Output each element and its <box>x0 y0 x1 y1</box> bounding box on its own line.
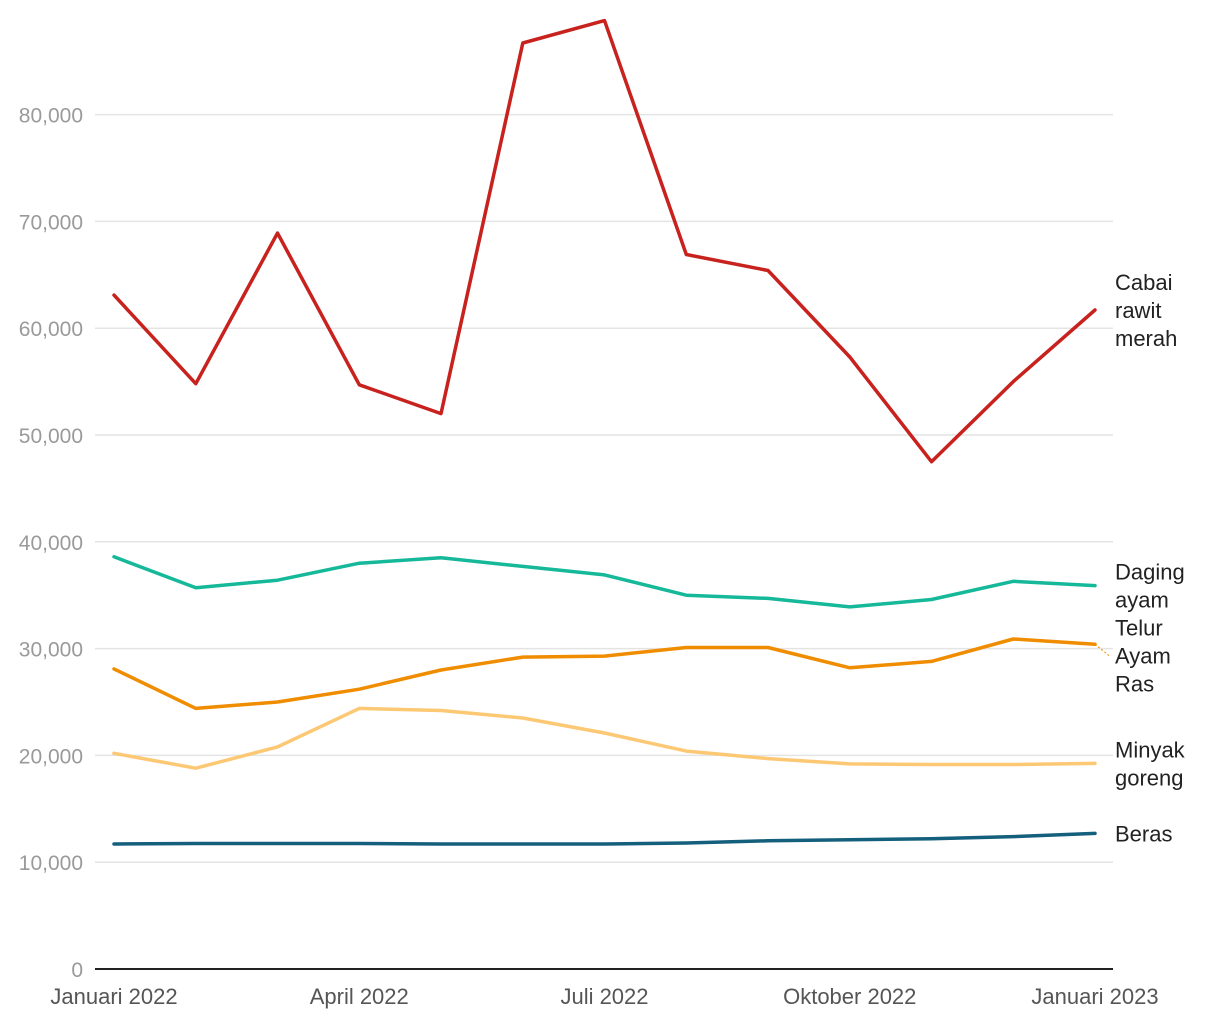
x-tick-label: Oktober 2022 <box>783 984 916 1009</box>
series-label: Telur Ayam Ras <box>1115 616 1171 697</box>
x-tick-label: Juli 2022 <box>560 984 648 1009</box>
series-line-beras <box>112 831 1097 846</box>
y-tick-label: 70,000 <box>19 211 83 234</box>
y-tick-label: 60,000 <box>19 318 83 341</box>
y-tick-label: 50,000 <box>19 425 83 448</box>
x-tick-label: Januari 2022 <box>50 984 177 1009</box>
series-line-daging-ayam <box>112 555 1097 609</box>
y-tick-label: 0 <box>71 959 83 982</box>
series-label: Minyak goreng <box>1115 737 1186 790</box>
series-label: Beras <box>1115 821 1172 846</box>
series-line-minyak-goreng <box>112 706 1097 770</box>
y-tick-label: 30,000 <box>19 639 83 662</box>
series-label: Cabai rawit merah <box>1115 270 1177 351</box>
series-line-cabai-rawit-merah <box>112 18 1097 464</box>
gridlines <box>95 113 1113 863</box>
x-tick-label: April 2022 <box>310 984 409 1009</box>
y-tick-label: 20,000 <box>19 745 83 768</box>
y-tick-label: 80,000 <box>19 105 83 128</box>
x-tick-label: Januari 2023 <box>1031 984 1158 1009</box>
series-lines <box>112 18 1097 846</box>
y-tick-label: 10,000 <box>19 852 83 875</box>
series-line-telur-ayam-ras <box>112 637 1097 711</box>
x-axis-tick-labels: Januari 2022 April 2022 Juli 2022 Oktober 2… <box>50 984 1158 1009</box>
y-axis-tick-labels: 0 10,000 20,000 30,000 40,000 50,000 60,000 70,… <box>19 105 83 982</box>
y-tick-label: 40,000 <box>19 532 83 555</box>
label-leader-line <box>1094 643 1110 656</box>
series-label: Daging ayam <box>1115 560 1185 613</box>
